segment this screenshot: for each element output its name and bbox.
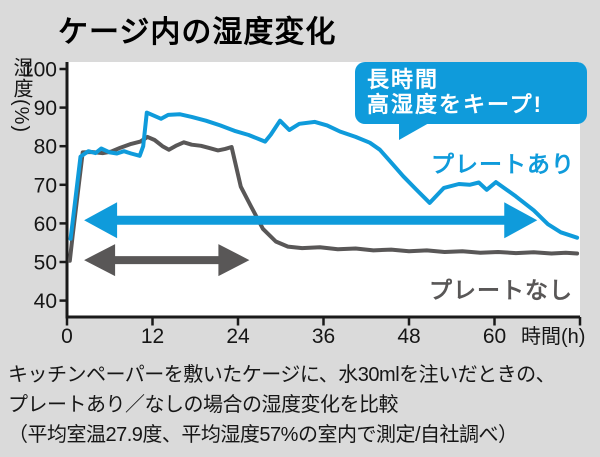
duration-arrow-without-plate: [84, 244, 250, 277]
y-tick-label: 70: [34, 174, 57, 197]
series-label-with-plate: プレートあり: [431, 151, 575, 177]
caption-line3: （平均室温27.9度、平均湿度57%の室内で測定/自社調べ）: [8, 424, 518, 446]
x-tick-label: 0: [61, 325, 73, 348]
y-tick-label: 100: [22, 59, 57, 82]
y-tick-label: 60: [34, 213, 57, 236]
callout-tail: [399, 123, 429, 140]
caption-line2: プレートあり／なしの場合の湿度変化を比較: [8, 394, 399, 416]
y-tick-label: 50: [34, 252, 57, 275]
humidity-line-chart: 40 50 60 70 80 90 100 0 12 24 36 48 60 時間(h): [22, 59, 586, 349]
callout-line2: 高湿度をキープ!: [367, 92, 544, 117]
page-title: ケージ内の湿度変化: [58, 16, 337, 49]
y-tick-label: 80: [34, 136, 57, 159]
caption-line1: キッチンペーパーを敷いたケージに、水30mlを注いだときの、: [8, 364, 556, 386]
duration-arrow-with-plate: [84, 202, 538, 239]
x-tick-label: 36: [312, 325, 335, 348]
y-axis-title: 湿度(%): [10, 57, 32, 134]
line-without-plate: [67, 134, 580, 263]
y-tick-label: 90: [34, 97, 57, 120]
x-axis-title: 時間(h): [521, 325, 585, 348]
callout-text: 長時間 高湿度をキープ!: [355, 62, 587, 117]
x-tick-label: 48: [397, 325, 420, 348]
line-with-plate: [68, 110, 580, 241]
y-tick-label: 40: [34, 290, 57, 313]
callout-bubble: 長時間 高湿度をキープ!: [355, 62, 587, 140]
callout-line1: 長時間: [367, 67, 440, 92]
x-tick-label: 24: [226, 325, 250, 348]
x-tick-label: 60: [483, 325, 506, 348]
caption: キッチンペーパーを敷いたケージに、水30mlを注いだときの、 プレートあり／なし…: [8, 360, 598, 450]
series-label-without-plate: プレートなし: [429, 277, 573, 303]
x-tick-label: 12: [141, 325, 164, 348]
